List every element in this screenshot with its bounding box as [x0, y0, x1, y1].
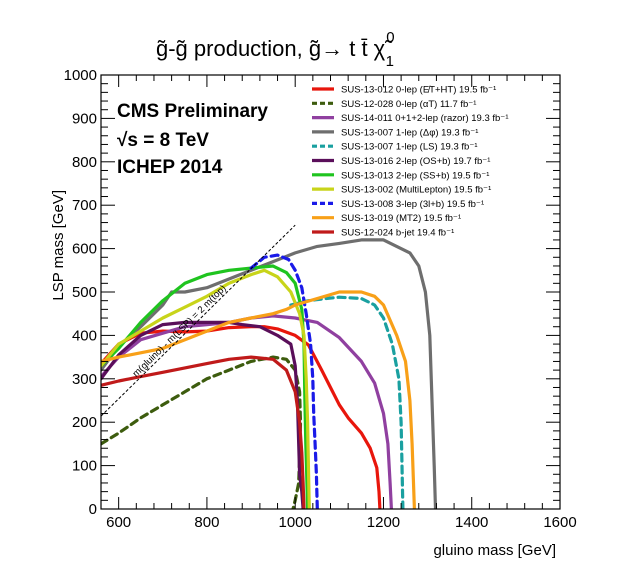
- x-tick-label-1: 800: [194, 514, 219, 531]
- curve-10: [101, 355, 306, 509]
- curve-9: [101, 290, 416, 509]
- x-tick-label-4: 1400: [455, 514, 488, 531]
- legend-label-7: SUS-13-002 (MultiLepton) 19.5 fb⁻¹: [341, 185, 491, 196]
- y-tick-label-9: 900: [72, 110, 97, 127]
- legend-label-6: SUS-13-013 2-lep (SS+b) 19.5 fb⁻¹: [341, 170, 489, 181]
- legend-label-2: SUS-14-011 0+1+2-lep (razor) 19.3 fb⁻¹: [341, 113, 508, 124]
- y-tick-label-10: 1000: [64, 67, 97, 84]
- curve-2: [101, 314, 393, 509]
- x-tick-label-5: 1600: [543, 514, 576, 531]
- legend: SUS-13-012 0-lep (E̸T+HT) 19.5 fb⁻¹ SUS-1…: [312, 85, 508, 239]
- curve-6: [101, 264, 310, 509]
- y-tick-label-5: 500: [72, 284, 97, 301]
- diagonal-line: [100, 224, 296, 417]
- legend-label-1: SUS-12-028 0-lep (αT) 11.7 fb⁻¹: [341, 99, 476, 110]
- legend-label-9: SUS-13-019 (MT2) 19.5 fb⁻¹: [341, 213, 461, 224]
- y-tick-label-6: 600: [72, 241, 97, 258]
- y-tick-label-3: 300: [72, 371, 97, 388]
- legend-label-10: SUS-12-024 b-jet 19.4 fb⁻¹: [341, 228, 454, 239]
- legend-label-8: SUS-13-008 3-lep (3l+b) 19.5 fb⁻¹: [341, 199, 484, 210]
- legend-label-3: SUS-13-007 1-lep (Δφ) 19.3 fb⁻¹: [341, 127, 478, 138]
- axis-ticks: [101, 74, 561, 510]
- curve-8: [249, 253, 319, 509]
- chart-title: g̃-g̃ production, g̃→ t t̄ χ̃0 1: [156, 29, 395, 70]
- curve-4: [289, 295, 405, 509]
- y-tick-label-4: 400: [72, 327, 97, 344]
- conference-label: ICHEP 2014: [117, 157, 223, 178]
- x-tick-label-2: 1000: [279, 514, 312, 531]
- curve-5: [101, 320, 305, 509]
- legend-label-4: SUS-13-007 1-lep (LS) 19.3 fb⁻¹: [341, 142, 478, 153]
- x-axis-title: gluino mass [GeV]: [433, 542, 556, 559]
- y-tick-label-1: 100: [72, 458, 97, 475]
- legend-label-0: SUS-13-012 0-lep (E̸T+HT) 19.5 fb⁻¹: [341, 85, 496, 96]
- diagonal-kinematic-line: [100, 224, 296, 417]
- y-axis-title: LSP mass [GeV]: [50, 190, 67, 301]
- legend-label-5: SUS-13-016 2-lep (OS+b) 19.7 fb⁻¹: [341, 156, 490, 167]
- energy-label: √s = 8 TeV: [117, 130, 209, 151]
- tick-labels: 600 800 1000 1200 1400 1600 0 100 200 300 400 500 60…: [64, 67, 577, 531]
- y-tick-label-2: 200: [72, 414, 97, 431]
- x-tick-label-0: 600: [106, 514, 131, 531]
- y-tick-label-0: 0: [89, 501, 97, 518]
- curve-7: [101, 268, 311, 509]
- cms-label: CMS Preliminary: [117, 101, 268, 122]
- y-tick-label-8: 800: [72, 154, 97, 171]
- exclusion-curves: [101, 238, 438, 509]
- y-tick-label-7: 700: [72, 197, 97, 214]
- x-tick-label-3: 1200: [367, 514, 400, 531]
